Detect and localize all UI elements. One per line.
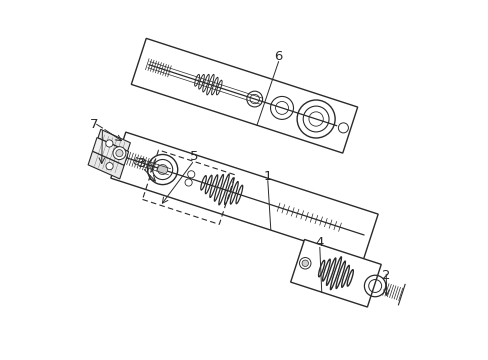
Polygon shape	[88, 151, 124, 179]
Circle shape	[302, 260, 308, 266]
Circle shape	[116, 150, 127, 162]
Polygon shape	[290, 239, 381, 307]
Circle shape	[116, 149, 123, 157]
Text: 7: 7	[90, 118, 99, 131]
Polygon shape	[92, 138, 128, 165]
Circle shape	[106, 163, 113, 170]
Circle shape	[157, 165, 167, 175]
Text: 6: 6	[274, 50, 282, 63]
Polygon shape	[111, 132, 377, 260]
Circle shape	[105, 140, 113, 147]
Text: 2: 2	[381, 269, 389, 282]
Text: 4: 4	[315, 236, 324, 249]
Circle shape	[113, 147, 125, 159]
Text: 5: 5	[190, 150, 198, 163]
Polygon shape	[98, 129, 130, 151]
Text: 1: 1	[263, 170, 271, 183]
Polygon shape	[131, 39, 357, 153]
Text: 3: 3	[138, 157, 146, 170]
